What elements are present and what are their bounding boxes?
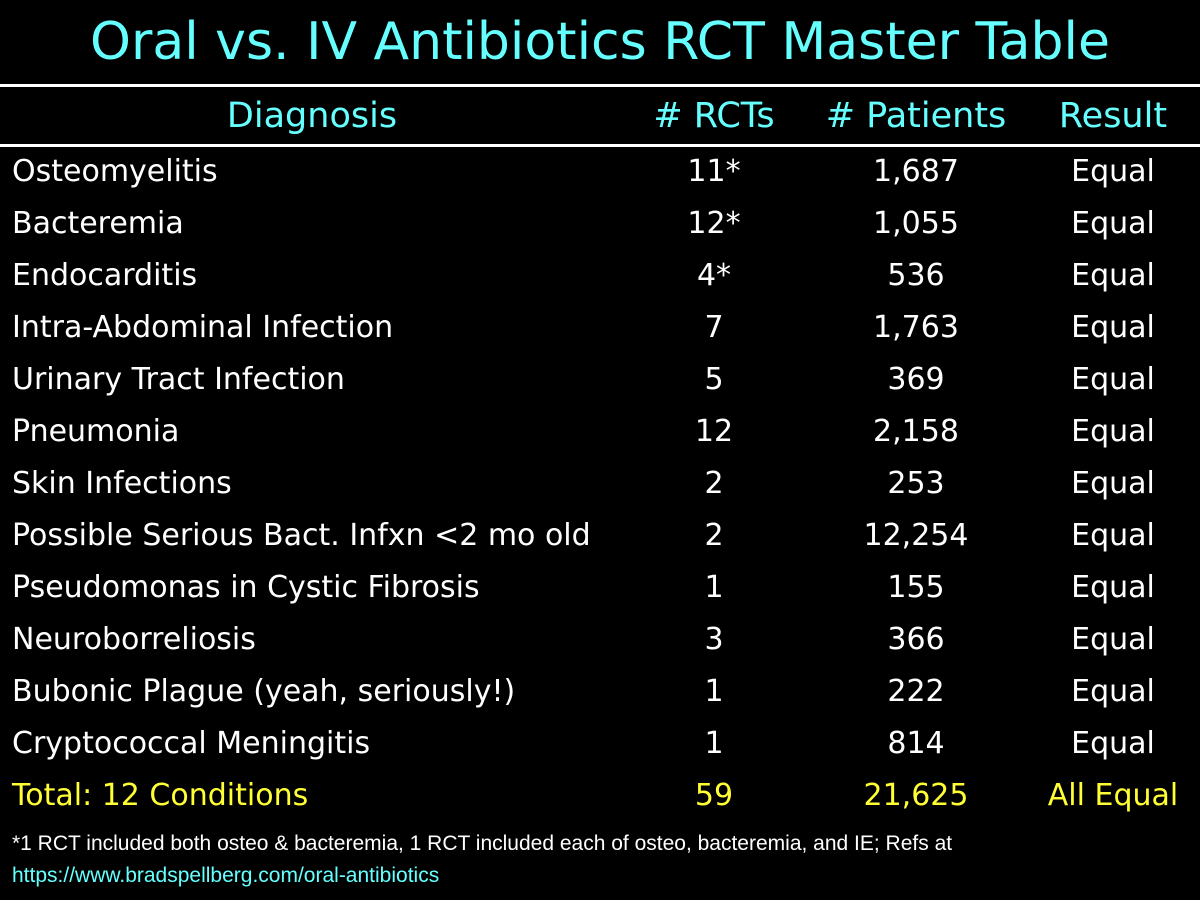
- patients-cell: 814: [887, 726, 945, 761]
- table-top-rule: [0, 84, 1200, 87]
- table-row: Skin Infections 2 253 Equal: [0, 458, 1200, 510]
- rcts-cell: 2: [704, 518, 724, 553]
- diagnosis-cell: Bacteremia: [12, 206, 184, 241]
- diagnosis-cell: Intra-Abdominal Infection: [12, 310, 394, 345]
- header-result: Result: [1058, 96, 1168, 136]
- rcts-cell: 1: [704, 726, 724, 761]
- table-row: Pneumonia 12 2,158 Equal: [0, 406, 1200, 458]
- table-row: Endocarditis 4* 536 Equal: [0, 250, 1200, 302]
- rcts-cell: 7: [704, 310, 724, 345]
- diagnosis-cell: Bubonic Plague (yeah, seriously!): [12, 674, 516, 709]
- patients-cell: 369: [887, 362, 945, 397]
- rcts-cell: 4*: [696, 258, 732, 293]
- table-row: Possible Serious Bact. Infxn <2 mo old 2…: [0, 510, 1200, 562]
- patients-cell: 2,158: [873, 414, 959, 449]
- table-row: Intra-Abdominal Infection 7 1,763 Equal: [0, 302, 1200, 354]
- diagnosis-cell: Skin Infections: [12, 466, 232, 501]
- diagnosis-cell: Neuroborreliosis: [12, 622, 256, 657]
- result-cell: Equal: [1071, 622, 1155, 657]
- table-row: Bacteremia 12* 1,055 Equal: [0, 198, 1200, 250]
- page-title: Oral vs. IV Antibiotics RCT Master Table: [90, 12, 1110, 72]
- rcts-cell: 11*: [687, 154, 741, 189]
- diagnosis-cell: Cryptococcal Meningitis: [12, 726, 371, 761]
- result-cell: Equal: [1071, 466, 1155, 501]
- patients-cell: 12,254: [863, 518, 969, 553]
- rcts-cell: 2: [704, 466, 724, 501]
- diagnosis-cell: Urinary Tract Infection: [12, 362, 345, 397]
- result-cell: Equal: [1071, 258, 1155, 293]
- patients-cell: 1,687: [873, 154, 959, 189]
- result-cell: Equal: [1071, 570, 1155, 605]
- rcts-cell: 12*: [687, 206, 741, 241]
- header-rcts: # RCTs: [653, 96, 775, 136]
- header-rule: [0, 144, 1200, 147]
- table-header: Diagnosis # RCTs # Patients Result: [0, 88, 1200, 144]
- result-cell: Equal: [1071, 206, 1155, 241]
- patients-cell: 222: [887, 674, 945, 709]
- table-row: Neuroborreliosis 3 366 Equal: [0, 614, 1200, 666]
- rcts-cell: 5: [704, 362, 724, 397]
- patients-cell: 155: [887, 570, 945, 605]
- total-result-cell: All Equal: [1047, 778, 1179, 813]
- table-body: Osteomyelitis 11* 1,687 Equal Bacteremia…: [0, 146, 1200, 822]
- total-row: Total: 12 Conditions 59 21,625 All Equal: [0, 770, 1200, 822]
- rcts-cell: 12: [694, 414, 734, 449]
- diagnosis-cell: Possible Serious Bact. Infxn <2 mo old: [12, 518, 591, 553]
- result-cell: Equal: [1071, 154, 1155, 189]
- patients-cell: 253: [887, 466, 945, 501]
- result-cell: Equal: [1071, 518, 1155, 553]
- table-row: Bubonic Plague (yeah, seriously!) 1 222 …: [0, 666, 1200, 718]
- rcts-cell: 1: [704, 674, 724, 709]
- total-rcts-cell: 59: [694, 778, 734, 813]
- total-patients-cell: 21,625: [863, 778, 969, 813]
- total-diagnosis-cell: Total: 12 Conditions: [12, 778, 309, 813]
- table-row: Osteomyelitis 11* 1,687 Equal: [0, 146, 1200, 198]
- patients-cell: 1,763: [873, 310, 959, 345]
- table-row: Pseudomonas in Cystic Fibrosis 1 155 Equ…: [0, 562, 1200, 614]
- result-cell: Equal: [1071, 414, 1155, 449]
- result-cell: Equal: [1071, 726, 1155, 761]
- patients-cell: 536: [887, 258, 945, 293]
- rcts-cell: 1: [704, 570, 724, 605]
- references-link[interactable]: https://www.bradspellberg.com/oral-antib…: [12, 864, 440, 887]
- table-row: Urinary Tract Infection 5 369 Equal: [0, 354, 1200, 406]
- diagnosis-cell: Pseudomonas in Cystic Fibrosis: [12, 570, 480, 605]
- diagnosis-cell: Pneumonia: [12, 414, 180, 449]
- patients-cell: 1,055: [873, 206, 959, 241]
- diagnosis-cell: Endocarditis: [12, 258, 198, 293]
- footnote: *1 RCT included both osteo & bacteremia,…: [12, 828, 1192, 892]
- diagnosis-cell: Osteomyelitis: [12, 154, 218, 189]
- table-row: Cryptococcal Meningitis 1 814 Equal: [0, 718, 1200, 770]
- footnote-text: *1 RCT included both osteo & bacteremia,…: [12, 832, 953, 855]
- result-cell: Equal: [1071, 310, 1155, 345]
- patients-cell: 366: [887, 622, 945, 657]
- result-cell: Equal: [1071, 362, 1155, 397]
- result-cell: Equal: [1071, 674, 1155, 709]
- header-diagnosis: Diagnosis: [226, 96, 398, 136]
- header-patients: # Patients: [825, 96, 1007, 136]
- rcts-cell: 3: [704, 622, 724, 657]
